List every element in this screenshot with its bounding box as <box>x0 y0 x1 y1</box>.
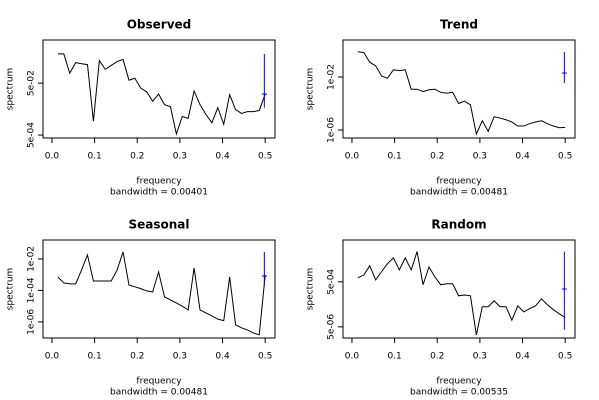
bandwidth-label: bandwidth = 0.00401 <box>110 188 208 198</box>
x-tick-label: 0.4 <box>215 352 230 362</box>
spectrum-line <box>57 53 266 136</box>
x-tick-label: 0.1 <box>387 152 401 162</box>
plot-frame <box>342 39 576 139</box>
bandwidth-label: bandwidth = 0.00481 <box>410 188 508 198</box>
x-tick-label: 0.1 <box>87 152 101 162</box>
chart-title: Observed <box>127 18 192 32</box>
y-tick-label: 5e-02 <box>27 70 37 96</box>
x-axis-label: frequency <box>136 377 182 387</box>
chart-title: Seasonal <box>128 218 189 232</box>
x-axis-label: frequency <box>436 377 482 387</box>
x-tick-label: 0.2 <box>130 152 144 162</box>
x-tick-label: 0.5 <box>558 352 572 362</box>
x-tick-label: 0.2 <box>130 352 144 362</box>
bandwidth-label: bandwidth = 0.00535 <box>410 388 508 398</box>
y-axis-label: spectrum <box>6 268 16 311</box>
x-tick-label: 0.0 <box>345 352 360 362</box>
spectrum-line <box>357 251 566 335</box>
y-tick-label: 1e-02 <box>27 246 37 272</box>
x-tick-label: 0.0 <box>45 352 60 362</box>
y-axis-label: spectrum <box>306 68 316 111</box>
x-tick-label: 0.3 <box>173 352 187 362</box>
x-tick-label: 0.4 <box>515 352 530 362</box>
x-tick-label: 0.5 <box>258 152 272 162</box>
x-tick-label: 0.0 <box>45 152 60 162</box>
chart-title: Trend <box>440 18 478 32</box>
x-tick-label: 0.0 <box>345 152 360 162</box>
x-axis-label: frequency <box>436 177 482 187</box>
y-tick-label: 5e-06 <box>327 314 337 340</box>
spectrum-line <box>357 51 566 136</box>
y-tick-label: 1e-06 <box>327 117 337 143</box>
spectrum-line <box>57 251 266 336</box>
plot-frame <box>42 239 276 339</box>
x-tick-label: 0.5 <box>558 152 572 162</box>
x-tick-label: 0.4 <box>515 152 530 162</box>
x-tick-label: 0.4 <box>215 152 230 162</box>
chart-title: Random <box>431 218 486 232</box>
x-tick-label: 0.1 <box>387 352 401 362</box>
y-tick-label: 1e-02 <box>327 64 337 90</box>
x-tick-label: 0.5 <box>258 352 272 362</box>
bandwidth-label: bandwidth = 0.00481 <box>110 388 208 398</box>
x-tick-label: 0.3 <box>473 352 487 362</box>
x-tick-label: 0.3 <box>173 152 187 162</box>
y-axis-label: spectrum <box>306 268 316 311</box>
x-axis-label: frequency <box>136 177 182 187</box>
y-axis-label: spectrum <box>6 68 16 111</box>
plot-frame <box>42 39 276 139</box>
x-tick-label: 0.3 <box>473 152 487 162</box>
y-tick-label: 5e-04 <box>27 122 37 148</box>
x-tick-label: 0.1 <box>87 352 101 362</box>
y-tick-label: 1e-06 <box>27 309 37 335</box>
y-tick-label: 5e-04 <box>327 269 337 295</box>
y-tick-label: 1e-04 <box>27 277 37 303</box>
x-tick-label: 0.2 <box>430 152 444 162</box>
plot-frame <box>342 239 576 339</box>
x-tick-label: 0.2 <box>430 352 444 362</box>
